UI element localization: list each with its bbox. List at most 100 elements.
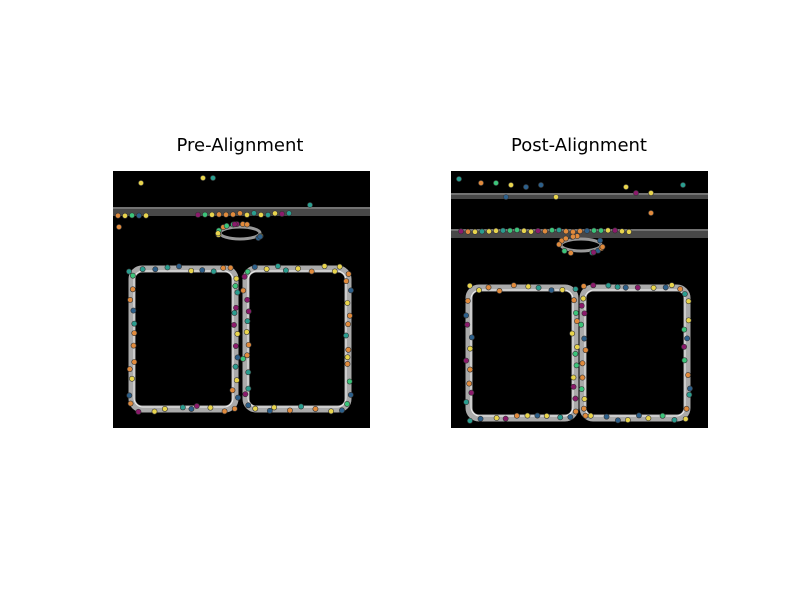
keypoint — [493, 415, 500, 421]
keypoint — [227, 264, 234, 271]
keypoint — [251, 264, 258, 270]
keypoint — [633, 190, 639, 196]
keypoint — [244, 221, 251, 228]
keypoint — [578, 386, 585, 393]
keypoint — [685, 372, 691, 378]
keypoint — [467, 366, 473, 373]
keypoint — [164, 264, 171, 271]
keypoint — [143, 212, 149, 219]
keypoint — [245, 341, 252, 348]
keypoint — [200, 175, 206, 181]
keypoint — [535, 227, 541, 234]
keypoint — [231, 405, 238, 412]
keypoint — [597, 237, 603, 244]
keypoint — [556, 241, 562, 248]
keypoint — [477, 415, 484, 422]
keypoint — [344, 401, 350, 407]
keypoint — [510, 282, 517, 289]
keypoint — [308, 268, 315, 275]
keypoint — [234, 289, 241, 296]
keypoint — [605, 227, 611, 234]
keypoint — [684, 335, 691, 342]
keypoint — [500, 227, 506, 234]
keypoint — [534, 412, 541, 419]
keypoint — [549, 227, 555, 234]
keypoint — [220, 265, 227, 271]
keypoint — [129, 212, 135, 219]
keypoint — [229, 387, 236, 394]
keypoint — [578, 302, 585, 309]
keypoint — [521, 227, 527, 234]
keypoint — [468, 334, 475, 341]
keypoint — [245, 369, 252, 376]
keypoint — [223, 222, 230, 229]
image-frame-edge — [584, 289, 686, 417]
keypoint — [514, 227, 520, 233]
keypoint — [524, 412, 531, 419]
keypoint — [626, 228, 632, 235]
keypoint — [131, 359, 138, 365]
keypoint — [126, 366, 133, 373]
keypoint — [573, 310, 579, 316]
keypoint — [235, 394, 241, 401]
keypoint — [579, 374, 586, 381]
keypoint — [567, 250, 574, 256]
keypoint — [572, 286, 579, 293]
keypoint — [188, 406, 195, 412]
keypoint — [129, 375, 135, 382]
keypoint — [612, 227, 618, 234]
keypoint — [507, 227, 513, 234]
keypoint — [237, 210, 243, 217]
keypoint — [503, 194, 509, 200]
keypoint — [578, 321, 584, 328]
keypoint — [210, 268, 217, 275]
keypoint — [295, 265, 301, 272]
keypoint — [580, 283, 587, 290]
keypoint — [458, 228, 464, 235]
keypoint — [343, 278, 350, 285]
keypoint — [161, 406, 168, 412]
keypoint — [538, 182, 544, 188]
keypoint — [570, 383, 577, 390]
keypoint — [572, 408, 579, 415]
keypoint — [223, 211, 229, 218]
keypoint — [472, 228, 478, 235]
keypoint — [648, 210, 654, 216]
keypoint — [312, 406, 319, 412]
keypoint — [345, 271, 352, 277]
keypoint — [328, 408, 335, 415]
keypoint — [244, 352, 251, 359]
keypoint — [344, 361, 351, 367]
keypoint — [210, 175, 216, 181]
keypoint — [244, 268, 251, 275]
keypoint — [245, 402, 252, 409]
panel-title: Pre-Alignment — [177, 135, 304, 156]
keypoint — [523, 184, 529, 190]
keypoint — [682, 416, 689, 422]
keypoint — [131, 320, 138, 327]
keypoint — [572, 395, 579, 402]
keypoint — [465, 228, 471, 235]
keypoint — [263, 266, 270, 272]
keypoint — [591, 227, 597, 234]
keypoint — [271, 404, 278, 411]
keypoint — [508, 182, 514, 188]
keypoint — [581, 310, 588, 317]
keypoint — [242, 391, 249, 398]
keypoint — [130, 342, 137, 349]
keypoint — [179, 404, 186, 411]
keypoint — [199, 267, 206, 274]
keypoint — [623, 184, 629, 190]
keypoint — [232, 283, 239, 289]
keypoint — [683, 405, 690, 412]
keypoint — [548, 287, 555, 294]
keypoint — [562, 235, 569, 242]
keypoint — [193, 403, 200, 409]
keypoint — [234, 354, 241, 361]
keypoint — [479, 228, 485, 235]
keypoint — [231, 322, 237, 328]
keypoint — [176, 263, 182, 270]
keypoint — [279, 211, 285, 217]
keypoint — [581, 335, 588, 342]
